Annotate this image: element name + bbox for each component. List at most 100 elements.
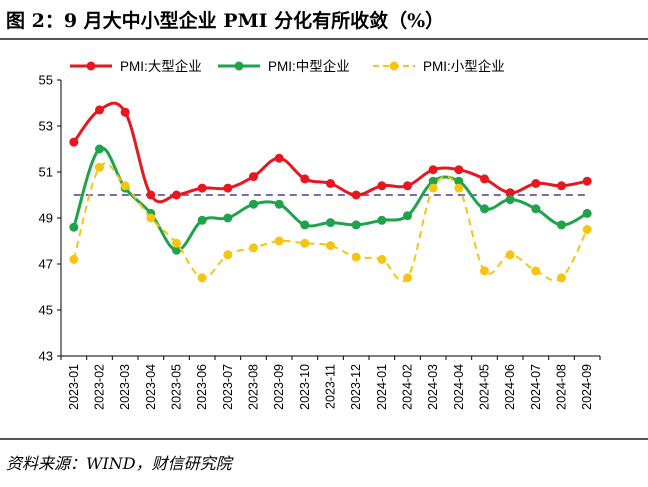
point-large [351, 190, 361, 200]
point-small [197, 273, 207, 283]
point-small [454, 183, 464, 193]
point-small [351, 252, 361, 262]
point-medium [351, 220, 361, 230]
x-tick-label: 2024-03 [426, 364, 440, 410]
point-medium [95, 144, 104, 154]
y-tick-label: 43 [39, 349, 53, 364]
x-tick-label: 2023-08 [247, 364, 261, 410]
x-tick-label: 2023-09 [272, 364, 286, 410]
figure-title: 图 2：9 月大中小型企业 PMI 分化有所收敛（%） [6, 10, 445, 32]
point-small [172, 238, 181, 248]
x-tick-label: 2024-08 [555, 364, 569, 410]
x-tick-label: 2023-05 [170, 364, 184, 410]
y-tick-label: 53 [39, 119, 53, 134]
point-large [223, 183, 233, 193]
point-large [557, 181, 566, 191]
point-large [95, 105, 104, 115]
point-medium [223, 213, 233, 223]
x-tick-label: 2024-09 [580, 364, 594, 410]
point-large [505, 188, 515, 198]
point-medium [326, 218, 335, 228]
point-medium [582, 208, 592, 218]
source-rule [0, 438, 648, 440]
point-small [428, 183, 438, 193]
point-medium [69, 222, 79, 232]
y-tick-label: 49 [39, 211, 53, 226]
point-medium [403, 211, 412, 221]
point-large [428, 165, 438, 175]
point-small [300, 238, 310, 248]
source-note: 资料来源：WIND，财信研究院 [6, 454, 232, 473]
point-large [582, 176, 592, 186]
point-large [146, 190, 156, 200]
x-tick-label: 2024-01 [375, 364, 389, 410]
point-medium [454, 176, 464, 186]
x-tick-label: 2024-04 [452, 364, 466, 410]
x-tick-label: 2023-04 [144, 364, 158, 410]
x-tick-label: 2023-01 [67, 364, 81, 410]
series-line-small [72, 162, 589, 282]
point-medium [300, 220, 310, 230]
x-tick-label: 2024-05 [478, 364, 492, 410]
point-medium [197, 215, 207, 225]
point-medium [377, 215, 387, 225]
point-small [223, 250, 233, 260]
x-tick-label: 2023-06 [195, 364, 209, 410]
point-large [454, 165, 464, 175]
point-small [120, 181, 130, 191]
title-rule [0, 38, 648, 40]
pmi-line-chart: PMI:大型企业 PMI:中型企业 PMI:小型企业 43 45 47 49 51 53 55 2… [39, 58, 601, 410]
y-tick-label: 45 [39, 303, 53, 318]
point-large [197, 183, 207, 193]
point-small [557, 273, 566, 283]
legend-marker-small [389, 61, 399, 71]
x-tick-label: 2024-07 [529, 364, 543, 410]
point-small [95, 162, 104, 172]
point-large [377, 181, 387, 191]
x-tick-label: 2024-06 [503, 364, 517, 410]
point-medium [531, 204, 541, 214]
legend-label-large: PMI:大型企业 [120, 58, 202, 74]
point-small [582, 225, 592, 234]
point-large [69, 137, 79, 147]
point-large [531, 179, 541, 188]
point-small [249, 243, 258, 253]
point-large [326, 179, 335, 188]
point-large [120, 107, 130, 117]
y-tick-label: 51 [39, 165, 53, 180]
point-large [274, 153, 284, 163]
legend-marker-medium [234, 61, 244, 71]
point-small [274, 236, 284, 246]
x-tick-label: 2023-02 [93, 364, 107, 410]
x-tick-label: 2023-11 [324, 364, 338, 409]
point-medium [249, 199, 258, 209]
point-small [480, 266, 489, 276]
point-medium [557, 220, 566, 230]
point-small [505, 250, 515, 260]
point-large [249, 172, 258, 182]
point-medium [505, 195, 515, 205]
point-large [480, 174, 489, 184]
x-tick-label: 2023-10 [298, 364, 312, 410]
point-large [300, 174, 310, 184]
axis-layer: 43 45 47 49 51 53 55 2023-01 2023-02 2023-03 2023-… [39, 73, 601, 410]
point-large [403, 181, 412, 191]
x-tick-label: 2024-02 [401, 364, 415, 410]
point-small [531, 266, 541, 276]
x-tick-label: 2023-07 [221, 364, 235, 410]
point-medium [480, 204, 489, 214]
point-medium [172, 245, 181, 255]
chart-legend: PMI:大型企业 PMI:中型企业 PMI:小型企业 [70, 58, 505, 74]
y-tick-label: 55 [39, 73, 53, 88]
point-small [377, 254, 387, 264]
point-large [172, 190, 181, 200]
x-tick-label: 2023-03 [118, 364, 132, 410]
point-medium [274, 199, 284, 209]
point-medium [428, 176, 438, 186]
legend-label-medium: PMI:中型企业 [268, 58, 350, 74]
point-small [69, 254, 79, 264]
point-small [326, 241, 335, 251]
y-tick-label: 47 [39, 257, 53, 272]
point-small [146, 213, 156, 223]
point-small [403, 273, 412, 283]
